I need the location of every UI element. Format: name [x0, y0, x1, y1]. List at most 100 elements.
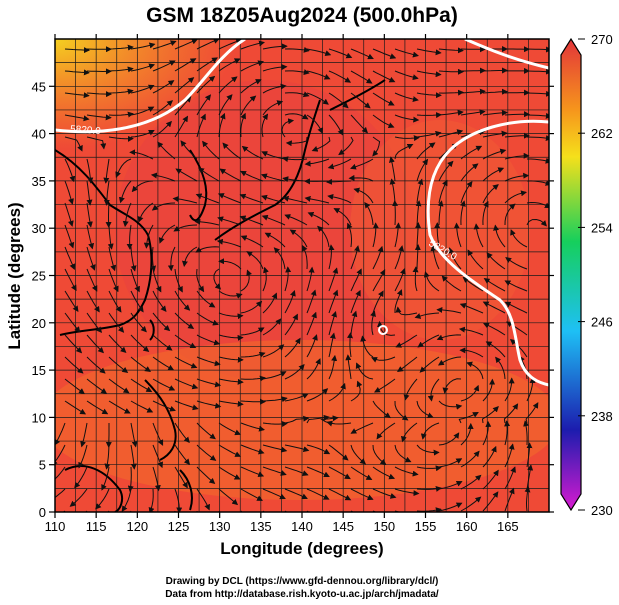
- streamline: [416, 142, 436, 160]
- streamline: [130, 356, 152, 372]
- streamline: [427, 378, 440, 402]
- streamline: [218, 422, 242, 436]
- streamline: [328, 114, 344, 136]
- streamline: [217, 216, 242, 226]
- streamline: [282, 195, 308, 204]
- streamline: [126, 224, 133, 250]
- streamline: [121, 488, 132, 512]
- streamline: [485, 341, 506, 358]
- streamline: [459, 302, 484, 314]
- streamline: [458, 412, 479, 424]
- streamline: [222, 142, 242, 160]
- streamline: [86, 91, 112, 98]
- streamline: [437, 200, 444, 226]
- streamline: [482, 322, 506, 336]
- streamline: [306, 48, 332, 57]
- streamline: [372, 136, 381, 157]
- streamline: [86, 334, 105, 354]
- streamline: [108, 66, 134, 73]
- streamline: [148, 488, 155, 512]
- streamline: [261, 214, 286, 226]
- streamline: [327, 193, 352, 204]
- streamline: [174, 115, 189, 138]
- streamline: [328, 267, 339, 292]
- warm-band-south: [55, 340, 549, 500]
- streamline: [284, 363, 305, 380]
- streamline: [103, 180, 110, 206]
- streamline: [482, 445, 497, 468]
- streamline: [509, 338, 528, 358]
- streamline: [86, 312, 103, 333]
- streamline: [504, 190, 527, 204]
- streamline: [240, 112, 246, 138]
- streamline: [328, 92, 349, 109]
- streamline: [372, 444, 387, 465]
- streamline: [481, 405, 499, 424]
- streamline: [218, 444, 242, 457]
- streamline: [372, 290, 384, 314]
- streamline: [482, 200, 489, 226]
- streamline: [350, 289, 361, 314]
- streamline: [240, 60, 265, 72]
- streamline: [262, 318, 282, 336]
- streamline: [174, 378, 199, 390]
- streamline: [434, 222, 441, 248]
- streamline: [438, 160, 454, 182]
- streamline: [460, 474, 482, 490]
- streamline: [482, 167, 505, 182]
- streamline: [482, 67, 508, 74]
- streamline: [216, 238, 242, 248]
- streamline: [84, 510, 88, 512]
- streamline: [108, 135, 134, 142]
- streamline: [328, 310, 337, 336]
- streamline: [372, 488, 397, 499]
- streamline: [284, 337, 301, 358]
- streamline: [130, 400, 154, 413]
- streamline: [175, 168, 198, 182]
- streamline: [460, 109, 486, 116]
- streamline: [526, 46, 549, 53]
- streamline: [86, 180, 93, 206]
- streamline: [262, 466, 287, 476]
- streamline: [218, 290, 243, 299]
- y-tick-label: 0: [39, 505, 46, 520]
- streamline: [108, 290, 122, 313]
- streamline: [526, 90, 549, 97]
- coastline-taiwan: [149, 319, 155, 341]
- colorbar-tick-label: 238: [591, 409, 613, 424]
- streamline: [462, 276, 484, 292]
- streamline: [328, 444, 349, 461]
- streamline: [240, 510, 243, 512]
- streamline: [284, 91, 310, 98]
- streamline: [122, 202, 132, 228]
- streamline: [466, 361, 484, 380]
- streamline: [262, 344, 285, 358]
- streamline: [152, 40, 177, 50]
- streamline: [240, 327, 265, 336]
- streamline: [377, 320, 396, 336]
- streamline: [240, 398, 266, 405]
- streamline: [108, 88, 134, 95]
- streamline: [360, 335, 374, 358]
- streamline: [526, 376, 536, 402]
- streamline: [174, 334, 197, 349]
- streamline: [482, 491, 499, 512]
- streamline: [460, 422, 474, 446]
- streamline: [174, 290, 191, 311]
- streamline: [395, 334, 418, 348]
- streamline: [306, 289, 317, 314]
- streamline: [261, 151, 286, 160]
- streamline: [448, 247, 462, 270]
- warm-anomaly-east: [350, 120, 530, 340]
- streamline: [372, 222, 379, 248]
- y-tick-label: 25: [32, 269, 46, 284]
- streamline: [152, 444, 164, 469]
- y-axis: 0 5 10 15 20 25 30 35 40 45: [32, 79, 554, 520]
- streamline: [64, 92, 90, 99]
- streamline: [262, 292, 278, 314]
- streamline: [350, 444, 367, 465]
- streamline: [416, 112, 442, 119]
- streamline: [174, 58, 197, 72]
- streamline: [438, 89, 464, 96]
- streamline: [327, 158, 352, 170]
